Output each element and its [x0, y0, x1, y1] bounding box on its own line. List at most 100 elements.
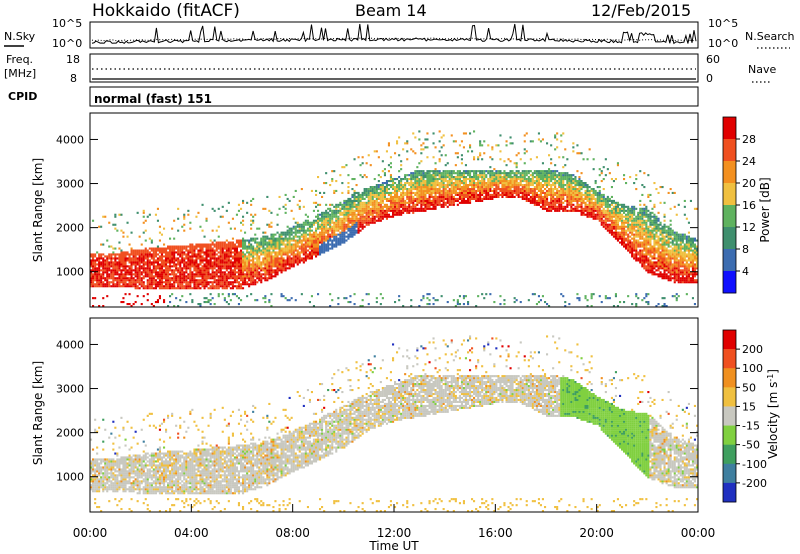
power-cell [473, 195, 476, 198]
power-cell [225, 281, 228, 284]
power-cell [244, 253, 247, 256]
power-cell [223, 273, 226, 276]
power-cell [531, 197, 534, 200]
power-cell [440, 146, 443, 149]
power-cell [408, 203, 411, 206]
power-cell [156, 245, 159, 248]
nave-tick-60: 60 [706, 53, 720, 66]
power-cell [221, 265, 224, 268]
power-cell [302, 253, 305, 256]
power-cell [274, 243, 277, 246]
power-cell [527, 197, 530, 200]
power-cell [424, 191, 427, 194]
power-cell [351, 211, 354, 214]
power-cell [398, 213, 401, 216]
power-cell [562, 188, 565, 191]
power-cell [290, 237, 293, 240]
power-cell [229, 253, 232, 256]
power-cell [572, 142, 575, 145]
power-cell [462, 170, 465, 173]
power-cell [436, 203, 439, 206]
power-cell [169, 237, 172, 240]
power-cell [345, 239, 348, 242]
power-cell [120, 263, 123, 266]
power-cell [191, 259, 194, 262]
power-cell [495, 174, 498, 177]
power-cell [452, 184, 455, 187]
power-cell [325, 235, 328, 238]
power-cell [389, 205, 392, 208]
power-cell [592, 197, 595, 200]
power-cell [337, 219, 340, 222]
power-cell [302, 251, 305, 254]
power-cell [144, 287, 147, 290]
power-cell [400, 205, 403, 208]
freq-label: Freq. [6, 53, 33, 66]
power-cell [321, 237, 324, 240]
power-cell [580, 199, 583, 202]
power-cell [436, 182, 439, 185]
power-cell [343, 235, 346, 238]
power-cell [248, 267, 251, 270]
power-cell [136, 295, 139, 298]
power-cell [156, 275, 159, 278]
power-cell [594, 209, 597, 212]
power-cell [260, 269, 263, 272]
power-cell [300, 257, 303, 260]
power-cell [294, 245, 297, 248]
power-cell [250, 245, 253, 248]
power-cell [246, 249, 249, 252]
power-cell [412, 188, 415, 191]
power-cell [491, 195, 494, 198]
noise-tick-top-left: 10^5 [52, 17, 82, 30]
power-cell [268, 271, 271, 274]
power-cell [562, 166, 565, 169]
power-cell [448, 189, 451, 192]
power-cell [414, 186, 417, 189]
power-cell [264, 239, 267, 242]
power-cell [298, 261, 301, 264]
power-cell [229, 263, 232, 266]
power-cell [242, 253, 245, 256]
power-cell [284, 261, 287, 264]
power-cell [416, 166, 419, 169]
power-cell [438, 193, 441, 196]
power-cell [558, 195, 561, 198]
power-cell [124, 257, 127, 260]
power-cell [400, 193, 403, 196]
power-cell [185, 255, 188, 258]
power-cell [572, 195, 575, 198]
power-cell [227, 273, 230, 276]
power-cell [92, 275, 95, 278]
power-cell [416, 180, 419, 183]
power-cell [389, 199, 392, 202]
power-cell [548, 207, 551, 210]
power-cell [142, 253, 145, 256]
power-cell [450, 180, 453, 183]
power-cell [144, 229, 147, 232]
power-cell [432, 174, 435, 177]
power-cell [215, 229, 218, 232]
power-cell [456, 182, 459, 185]
power-cell [568, 193, 571, 196]
power-cell [353, 217, 356, 220]
power-cell [544, 301, 547, 304]
power-cell [211, 243, 214, 246]
power-cell [205, 247, 208, 250]
power-cell [339, 237, 342, 240]
power-cell [325, 203, 328, 206]
power-cell [367, 154, 370, 157]
power-cell [195, 245, 198, 248]
power-cell [582, 186, 585, 189]
power-cell [396, 142, 399, 145]
power-cell [337, 209, 340, 212]
power-cell [264, 295, 267, 298]
power-cell [438, 170, 441, 173]
power-cell [501, 178, 504, 181]
power-cell [250, 293, 253, 296]
power-cell [128, 271, 131, 274]
power-cell [375, 201, 378, 204]
power-cell [408, 182, 411, 185]
power-cell [148, 283, 151, 286]
power-cell [434, 191, 437, 194]
